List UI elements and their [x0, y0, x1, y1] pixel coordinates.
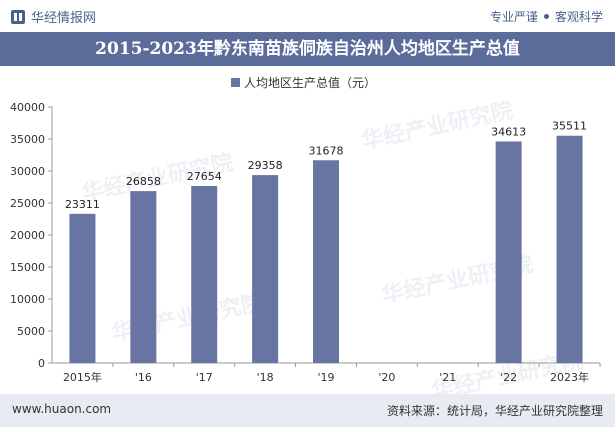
- data-label: 35511: [552, 120, 587, 133]
- bar: [191, 186, 218, 363]
- legend-label: 人均地区生产总值（元）: [244, 75, 376, 90]
- bars: [69, 135, 583, 363]
- y-tick-label: 35000: [10, 133, 45, 146]
- x-tick-label: 2023年: [550, 370, 589, 384]
- data-label: 26858: [126, 175, 161, 188]
- brand: 华经情报网: [10, 7, 96, 26]
- x-tick-label: '21: [439, 371, 456, 384]
- y-tick-label: 40000: [10, 101, 45, 114]
- y-axis: 0 5000 10000 15000 20000 25000 30000 35000 40000: [10, 101, 53, 370]
- legend-swatch: [231, 78, 240, 87]
- data-label: 29358: [248, 159, 283, 172]
- source-note: 资料来源：统计局，华经产业研究院整理: [386, 404, 603, 418]
- y-tick-label: 0: [38, 357, 45, 370]
- huajing-logo-icon: [11, 9, 25, 24]
- y-tick-label: 30000: [10, 165, 45, 178]
- x-tick-label: '17: [196, 371, 213, 384]
- data-label: 34613: [491, 125, 526, 138]
- website-link[interactable]: www.huaon.com: [12, 402, 112, 416]
- y-tick-label: 10000: [10, 293, 45, 306]
- data-label: 23311: [65, 198, 100, 211]
- slogan: 专业严谨 客观科学: [490, 8, 603, 25]
- top-bar: 华经情报网 专业严谨 客观科学: [0, 0, 615, 32]
- bar: [69, 213, 96, 363]
- y-tick-label: 15000: [10, 261, 45, 274]
- bar: [313, 160, 339, 363]
- x-tick-label: '18: [257, 371, 274, 384]
- bar: [130, 191, 157, 363]
- data-labels: 23311 26858 27654 29358 31678 34613 35511: [65, 120, 587, 211]
- bar: [252, 175, 279, 363]
- x-tick-label: '20: [378, 371, 395, 384]
- bar: [495, 141, 522, 363]
- slogan-right: 客观科学: [554, 10, 603, 24]
- data-label: 27654: [187, 170, 222, 183]
- bar: [556, 135, 583, 363]
- y-tick-label: 20000: [10, 229, 45, 242]
- footer: www.huaon.com 资料来源：统计局，华经产业研究院整理: [0, 394, 615, 427]
- x-tick-label: '22: [500, 371, 517, 384]
- y-tick-label: 25000: [10, 197, 45, 210]
- brand-name: 华经情报网: [31, 11, 97, 26]
- slogan-left: 专业严谨: [489, 10, 538, 24]
- x-tick-label: '19: [317, 371, 334, 384]
- x-tick-label: 2015年: [63, 370, 102, 384]
- dot-icon: [543, 14, 549, 19]
- data-label: 31678: [309, 144, 344, 157]
- legend: 人均地区生产总值（元）: [231, 75, 376, 90]
- bar-chart: 人均地区生产总值（元） 0 5000 10000 15000 20000 25000 300…: [10, 75, 601, 384]
- x-tick-label: '16: [135, 371, 152, 384]
- x-axis: 2015年 '16 '17 '18 '19 '20 '21 '22 2023年: [52, 362, 601, 384]
- chart-title: 2015-2023年黔东南苗族侗族自治州人均地区生产总值: [0, 32, 615, 66]
- y-tick-label: 5000: [17, 325, 45, 338]
